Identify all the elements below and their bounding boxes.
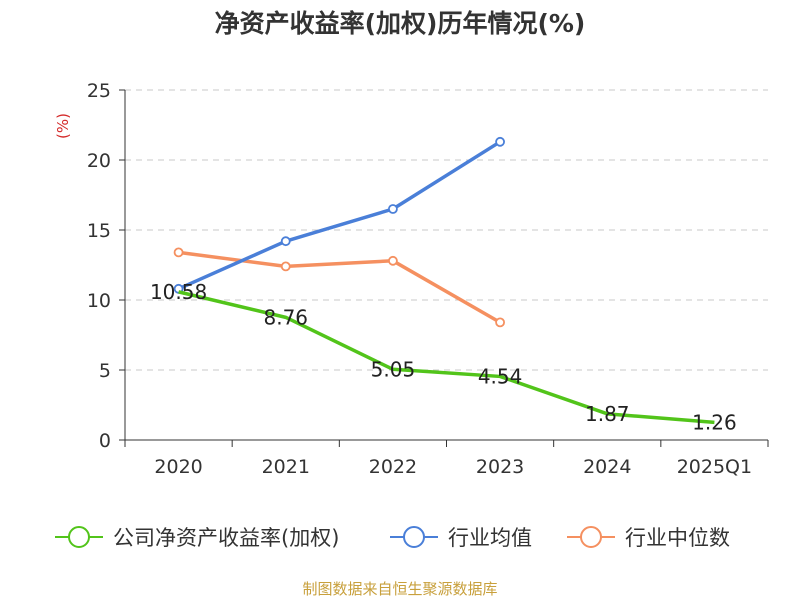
x-tick-label: 2022 [369, 456, 417, 478]
y-tick-label: 20 [87, 150, 111, 172]
y-tick-label: 5 [99, 360, 111, 382]
chart-title: 净资产收益率(加权)历年情况(%) [214, 9, 586, 38]
legend-marker [68, 526, 90, 548]
data-labels: 10.58 8.76 5.05 4.54 1.87 1.26 [150, 280, 737, 434]
series-lines [173, 136, 715, 425]
y-axis-unit: (%) [54, 113, 72, 139]
legend-marker [403, 526, 425, 548]
legend: 公司净资产收益率(加权) 行业均值 行业中位数 [55, 526, 730, 550]
x-tick-label: 2021 [262, 456, 310, 478]
data-label: 1.87 [585, 402, 630, 426]
data-point [280, 261, 291, 272]
x-tick-label: 2023 [476, 456, 524, 478]
x-tick-label: 2020 [154, 456, 202, 478]
legend-marker [580, 526, 602, 548]
data-label: 1.26 [692, 410, 737, 434]
axes: 0 5 10 15 20 25 (%) 2020 2021 2022 2023 2024 2025Q1 [54, 80, 769, 478]
legend-label: 行业中位数 [625, 526, 730, 550]
data-source-note: 制图数据来自恒生聚源数据库 [302, 580, 498, 598]
data-label: 8.76 [263, 305, 308, 329]
legend-label: 公司净资产收益率(加权) [113, 526, 339, 550]
x-tick-label: 2025Q1 [677, 456, 752, 478]
y-tick-label: 10 [87, 290, 111, 312]
data-point [280, 236, 291, 247]
data-label: 4.54 [478, 364, 523, 388]
series-line-2 [178, 250, 501, 324]
x-tick-label: 2024 [583, 456, 631, 478]
data-point [388, 255, 398, 266]
y-tick-label: 25 [87, 80, 111, 102]
y-tick-label: 0 [99, 430, 111, 452]
data-point [173, 247, 184, 258]
data-point [495, 317, 505, 328]
data-point [388, 204, 398, 214]
gridlines [125, 89, 768, 371]
y-tick-label: 15 [87, 220, 111, 242]
legend-label: 行业均值 [448, 526, 532, 550]
data-point [495, 136, 505, 147]
data-label: 10.58 [150, 280, 207, 304]
series-line-1 [177, 140, 502, 291]
data-label: 5.05 [371, 357, 416, 381]
series-line-0 [178, 290, 715, 425]
